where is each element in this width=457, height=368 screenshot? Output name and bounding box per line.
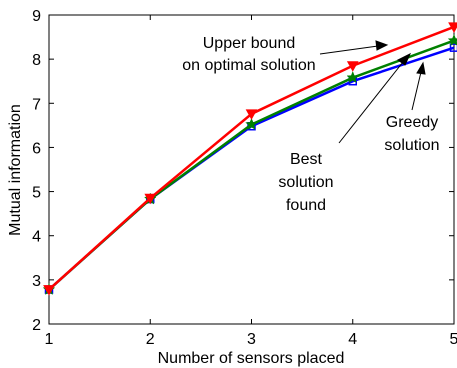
y-tick-label: 7 [32,96,41,113]
y-tick-label: 9 [32,8,41,25]
annotation-arrows [319,40,426,144]
annotation-best-line2: solution [278,174,333,191]
annotation-upper-bound: Upper bound on optimal solution [182,35,315,74]
data-point-upper [43,285,55,296]
annotation-best-line3: found [286,197,326,214]
arrow-best-head [397,52,412,66]
x-tick-label: 1 [45,331,54,348]
x-tick-label: 3 [247,331,256,348]
y-axis-label: Mutual information [7,104,24,236]
x-tick-label: 5 [450,331,457,348]
arrow-upper-head [375,40,389,51]
arrow-greedy-head [416,61,426,75]
x-tick-label: 2 [146,331,155,348]
data-point-best [447,33,457,47]
y-tick-label: 4 [32,229,41,246]
data-point-best [245,117,258,130]
series-upper [43,22,457,296]
y-tick-label: 6 [32,140,41,157]
y-tick-label: 2 [32,317,41,334]
annotation-greedy-line2: solution [384,137,439,154]
annotation-best-line1: Best [290,151,323,168]
annotation-greedy: Greedy solution [384,114,439,154]
x-tick-label: 4 [348,331,357,348]
annotation-greedy-line1: Greedy [386,114,438,131]
data-point-upper [245,109,258,120]
x-axis-label: Number of sensors placed [158,350,345,367]
annotation-upper-line1: Upper bound [203,35,296,52]
annotation-best: Best solution found [278,151,333,214]
data-point-greedy [449,43,457,52]
data-point-upper [144,193,157,205]
arrow-best [338,61,404,144]
data-point-best [346,70,360,84]
arrow-greedy [411,71,422,111]
y-tick-label: 5 [32,185,41,202]
annotation-upper-line2: on optimal solution [182,57,315,74]
data-point-upper [346,61,359,72]
y-tick-label: 3 [32,273,41,290]
series-group [42,22,457,296]
annotations: Upper bound on optimal solution Greedy s… [182,35,439,214]
arrow-upper [319,45,379,55]
y-tick-label: 8 [32,52,41,69]
